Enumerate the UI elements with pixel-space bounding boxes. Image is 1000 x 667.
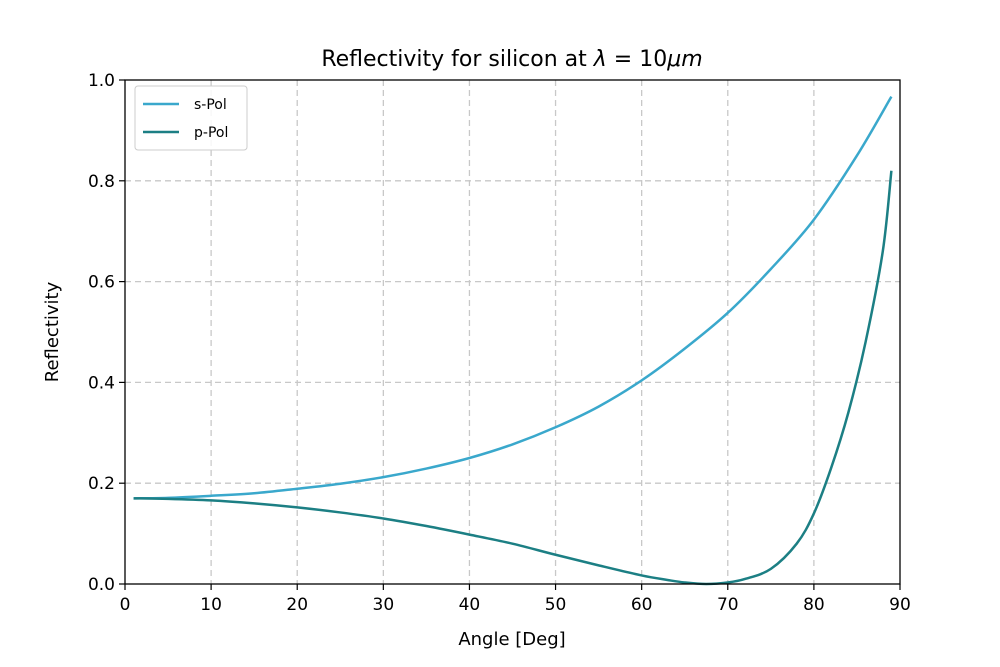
y-tick-label: 0.0 — [88, 575, 115, 595]
legend-label-s-pol: s-Pol — [194, 97, 227, 113]
plot-frame — [124, 79, 901, 585]
chart-title-symbol: λ — [593, 47, 607, 72]
series-line-s-pol — [133, 95, 893, 500]
x-tick-label: 90 — [889, 595, 911, 615]
x-tick-label: 70 — [717, 595, 739, 615]
series-lines — [133, 95, 893, 586]
x-tick-label: 80 — [803, 595, 825, 615]
series-line-p-pol — [133, 170, 893, 586]
grid — [125, 80, 900, 584]
chart-title-equals: = 10 — [607, 47, 667, 72]
x-tick-label: 10 — [200, 595, 222, 615]
y-axis-label: Reflectivity — [42, 281, 63, 382]
x-tick-label: 0 — [120, 595, 131, 615]
legend-label-p-pol: p-Pol — [194, 125, 228, 141]
y-tick-label: 0.2 — [88, 474, 115, 494]
y-tick-label: 1.0 — [88, 71, 115, 91]
chart-title: Reflectivity for silicon at λ = 10μm — [321, 47, 702, 72]
x-tick-label: 60 — [631, 595, 653, 615]
y-axis-ticks: 0.0 0.2 0.4 0.6 0.8 1.0 — [88, 71, 125, 595]
chart-title-prefix: Reflectivity for silicon at — [321, 47, 593, 72]
x-tick-label: 30 — [373, 595, 395, 615]
x-axis-label: Angle [Deg] — [458, 629, 565, 650]
x-tick-label: 40 — [459, 595, 481, 615]
y-tick-label: 0.4 — [88, 373, 115, 393]
y-tick-label: 0.8 — [88, 172, 115, 192]
x-tick-label: 50 — [545, 595, 567, 615]
legend-box — [134, 85, 248, 151]
legend: s-Pol p-Pol — [134, 85, 248, 151]
x-tick-label: 20 — [286, 595, 308, 615]
x-axis-ticks: 0 10 20 30 40 50 60 70 80 90 — [120, 584, 911, 615]
y-tick-label: 0.6 — [88, 273, 115, 293]
chart-title-unit: μm — [666, 47, 702, 72]
